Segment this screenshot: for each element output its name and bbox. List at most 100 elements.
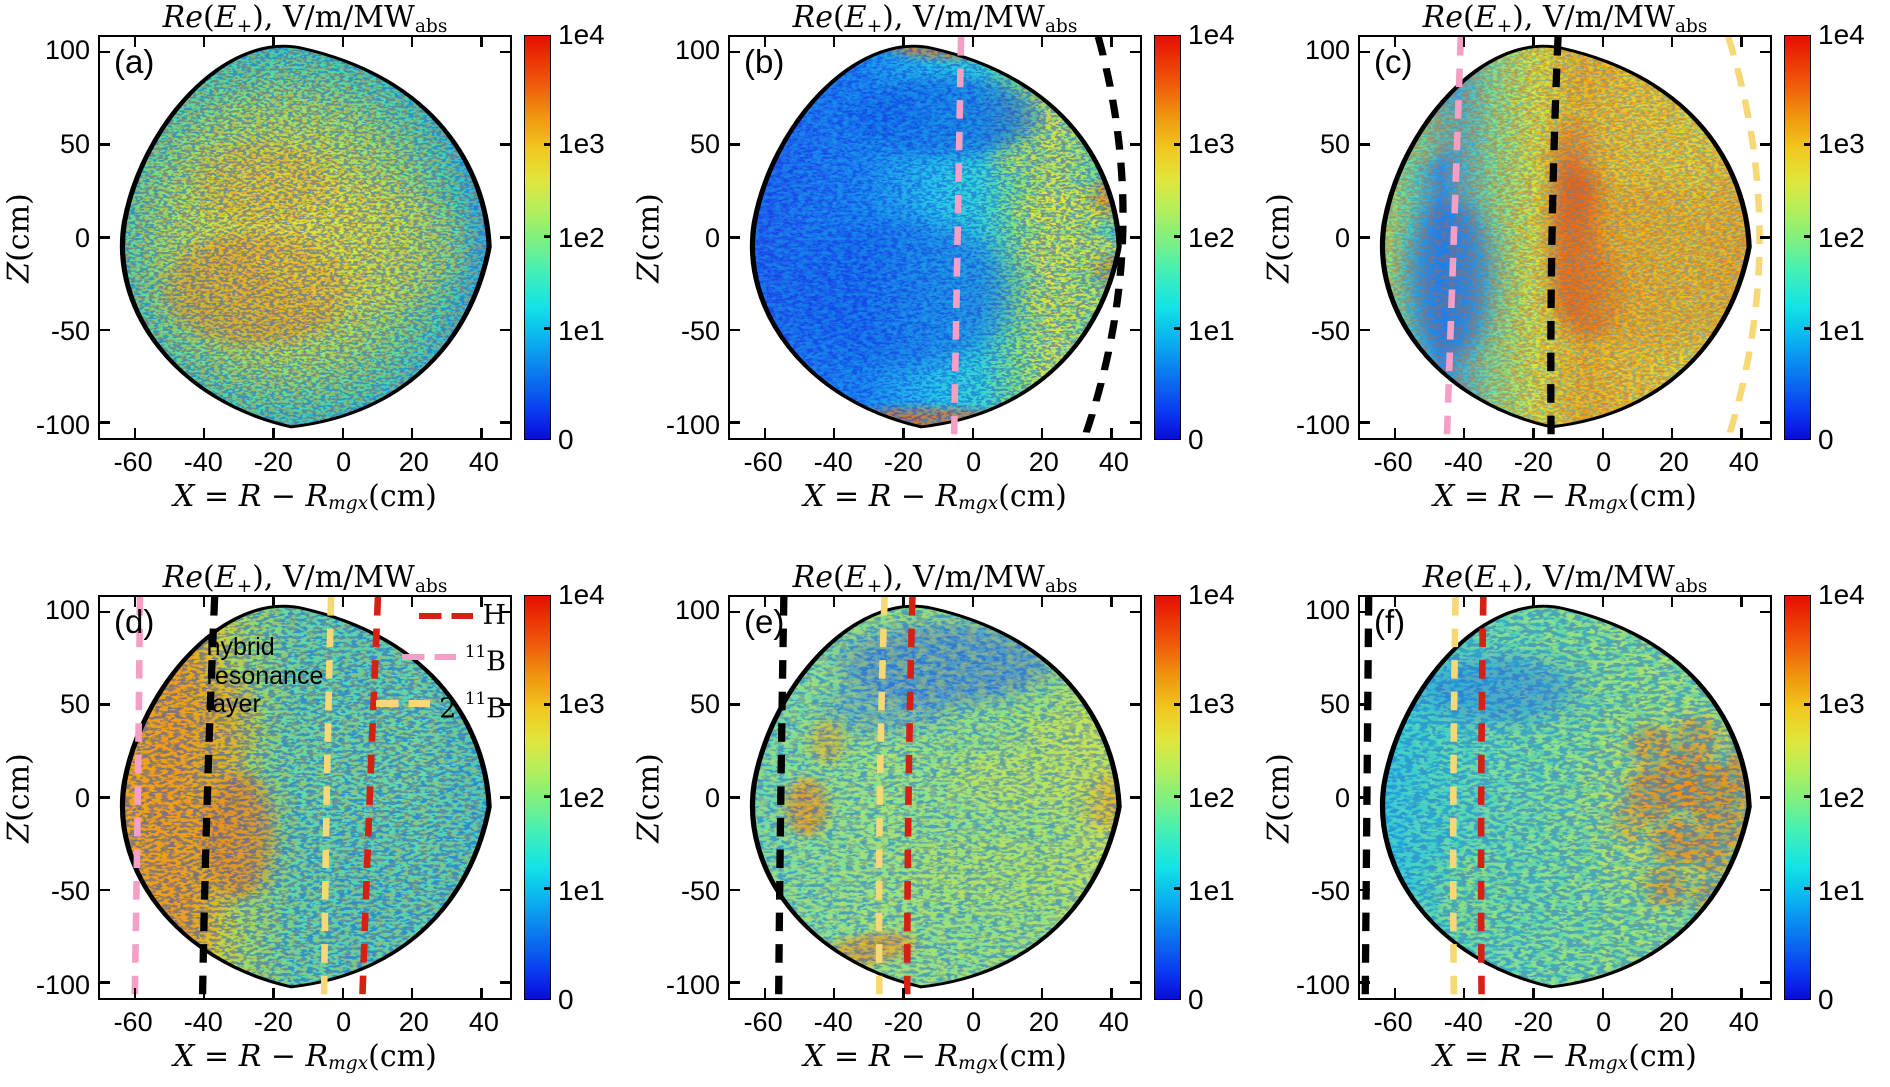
- axis-tick-mark: [100, 328, 110, 332]
- axis-tick-mark: [341, 37, 345, 47]
- y-tick-label: 100: [44, 35, 90, 65]
- axis-tick-mark: [1360, 236, 1370, 239]
- axis-tick-mark: [1393, 988, 1397, 998]
- resonance-line-yellow: [1725, 37, 1763, 438]
- axis-tick-mark: [902, 37, 905, 47]
- x-tick-label: 20: [1658, 1007, 1689, 1037]
- text-part: =: [194, 1039, 239, 1074]
- axis-tick-mark: [1601, 37, 1605, 47]
- text-part: abs: [414, 15, 448, 37]
- axis-tick-mark: [500, 328, 510, 332]
- axis-tick-mark: [1532, 597, 1535, 607]
- plot-area: (d) H 11B 2 11B hybrid resonance layer: [98, 595, 512, 1000]
- text-part: (cm): [1628, 1039, 1697, 1074]
- axis-tick-mark: [832, 988, 836, 998]
- text-part: , V/m/MW: [1523, 0, 1675, 35]
- text-part: (: [202, 560, 215, 595]
- axis-tick-mark: [1740, 428, 1743, 438]
- axis-tick-mark: [480, 988, 483, 998]
- axis-tick-mark: [1360, 50, 1370, 54]
- colorbar-tick-mark: [544, 327, 550, 330]
- axis-tick-mark: [971, 37, 975, 47]
- axis-tick-mark: [480, 428, 483, 438]
- text-part: =: [194, 479, 239, 514]
- y-tick-label: -100: [35, 410, 90, 440]
- y-tick-label: -100: [1295, 410, 1350, 440]
- x-tick-label: -40: [813, 447, 853, 477]
- x-tick-label: -60: [1373, 1007, 1413, 1037]
- hybrid-resonance-annotation: hybrid resonance layer: [207, 633, 324, 719]
- y-tick-label: -100: [35, 970, 90, 1000]
- resonance-line-pink: [950, 37, 965, 438]
- axis-tick-mark: [500, 236, 510, 239]
- text-part: R: [238, 1039, 262, 1074]
- x-tick-label: -60: [113, 1007, 153, 1037]
- axis-tick-mark: [1130, 236, 1140, 239]
- colorbar-tick-mark: [544, 703, 550, 706]
- axis-tick-mark: [100, 888, 110, 892]
- text-part: −: [1521, 479, 1566, 514]
- axis-tick-mark: [902, 597, 905, 607]
- text-part: X: [1433, 1039, 1455, 1074]
- colorbar-tick-label: 1e3: [1188, 688, 1235, 720]
- x-tick-label: -20: [1513, 447, 1553, 477]
- axis-tick-mark: [1130, 143, 1140, 146]
- text-part: (: [1462, 560, 1475, 595]
- text-part: X: [803, 1039, 825, 1074]
- axis-tick-mark: [1462, 988, 1466, 998]
- legend-entry: 2 11B: [376, 683, 506, 725]
- colorbar-tick-mark: [1804, 703, 1810, 706]
- x-tick-labels: -60 -40 -20 0 20 40: [98, 448, 512, 478]
- x-tick-labels: -60 -40 -20 0 20 40: [728, 1008, 1142, 1038]
- panel-letter: (d): [114, 603, 155, 640]
- axis-tick-mark: [1360, 888, 1370, 892]
- axis-tick-mark: [1360, 328, 1370, 332]
- axis-tick-mark: [1360, 421, 1370, 424]
- y-tick-labels: 100 50 0 -50 -100: [1290, 35, 1352, 440]
- x-axis-label: X = R − Rmgx(cm): [1338, 1039, 1792, 1074]
- plasma-field-svg: [749, 597, 1122, 998]
- colorbar-tick-mark: [1804, 235, 1810, 238]
- colorbar-tick-label: 1e1: [1188, 314, 1235, 346]
- text-part: abs: [1674, 15, 1708, 37]
- x-tick-label: -60: [743, 447, 783, 477]
- y-tick-label: 0: [1334, 222, 1350, 253]
- axis-tick-mark: [1532, 428, 1535, 438]
- axis-tick-mark: [1670, 988, 1674, 998]
- text-part: , V/m/MW: [263, 0, 415, 35]
- x-tick-label: 20: [1028, 1007, 1059, 1037]
- text-part: , V/m/MW: [263, 560, 415, 595]
- text-part: =: [1454, 479, 1499, 514]
- axis-tick-mark: [832, 597, 836, 607]
- y-tick-labels: 100 50 0 -50 -100: [660, 35, 722, 440]
- axis-tick-mark: [272, 37, 275, 47]
- axis-tick-mark: [1601, 988, 1605, 998]
- axis-tick-mark: [100, 981, 110, 984]
- colorbar-tick-mark: [544, 235, 550, 238]
- text-part: (cm): [998, 479, 1067, 514]
- text-part: R: [1565, 479, 1589, 514]
- panel-letter: (c): [1374, 43, 1413, 80]
- colorbar-tick-label: 1e3: [1818, 688, 1865, 720]
- axis-tick-mark: [1393, 37, 1397, 47]
- colorbar-tick-labels: 1e4 1e3 1e2 1e1 0: [558, 580, 628, 1015]
- x-tick-label: -20: [883, 447, 923, 477]
- annotation-line: hybrid: [206, 633, 275, 662]
- axis-tick-mark: [1110, 597, 1113, 607]
- text-part: ): [882, 560, 894, 595]
- axis-tick-mark: [1393, 428, 1397, 438]
- text-part: ): [252, 560, 264, 595]
- annotation-line: layer: [206, 690, 261, 719]
- text-part: −: [1521, 1039, 1566, 1074]
- text-part: mgx: [328, 1053, 369, 1075]
- text-part: R: [1498, 1039, 1522, 1074]
- axis-tick-mark: [272, 988, 275, 998]
- x-tick-label: 0: [1596, 447, 1612, 477]
- text-part: , V/m/MW: [1523, 560, 1675, 595]
- text-part: =: [824, 1039, 869, 1074]
- resonance-line-black: [774, 597, 788, 998]
- y-tick-label: 50: [59, 128, 90, 159]
- y-tick-label: 0: [704, 222, 720, 253]
- axis-tick-mark: [730, 143, 740, 146]
- axis-tick-mark: [272, 428, 275, 438]
